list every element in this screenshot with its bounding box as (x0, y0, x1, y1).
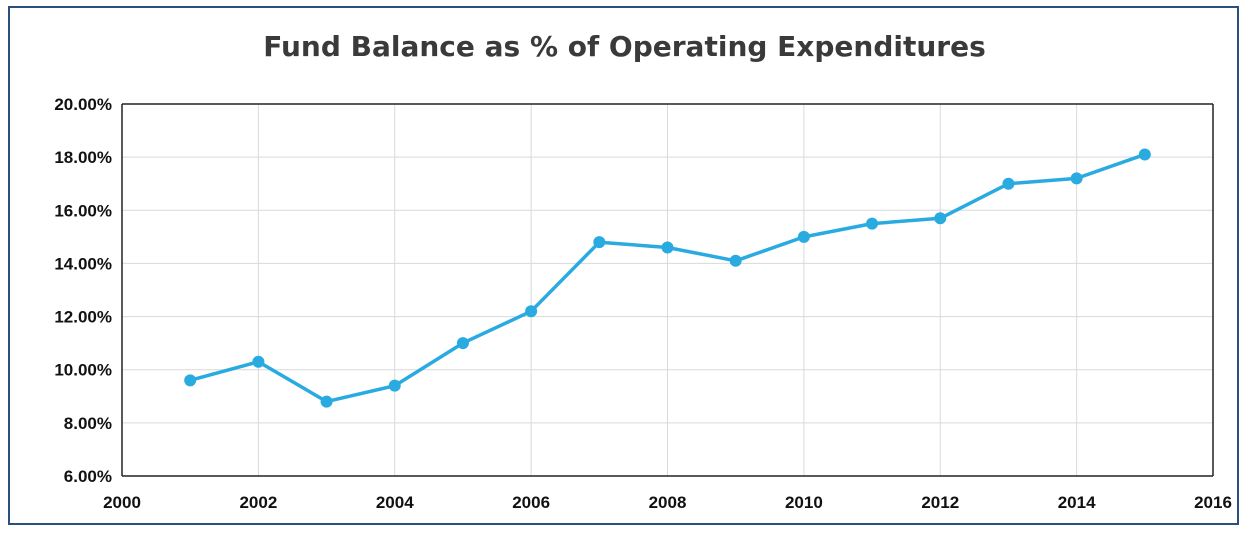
x-tick-label: 2010 (785, 493, 823, 512)
data-point (525, 305, 538, 318)
chart-frame (8, 6, 1239, 525)
data-point (729, 254, 742, 267)
x-gridlines (257, 104, 1214, 476)
x-tick-labels: 2000 2002 2004 2006 2008 2010 2012 2014 2016 (103, 493, 1232, 512)
y-tick-label: 10.00% (54, 361, 112, 380)
data-point (593, 236, 606, 249)
data-point (797, 230, 810, 243)
x-tick-label: 2016 (1194, 493, 1232, 512)
chart-title: Fund Balance as % of Operating Expenditu… (263, 30, 986, 63)
data-point (388, 379, 401, 392)
y-tick-label: 14.00% (54, 254, 112, 273)
data-point (252, 355, 265, 368)
y-tick-label: 12.00% (54, 308, 112, 327)
x-tick-label: 2014 (1058, 493, 1096, 512)
x-tick-label: 2000 (103, 493, 141, 512)
x-tick-label: 2002 (239, 493, 277, 512)
data-point (1070, 172, 1083, 185)
x-tick-label: 2012 (921, 493, 959, 512)
y-tick-labels: 6.00% 8.00% 10.00% 12.00% 14.00% 16.00% 18.00%… (54, 95, 112, 486)
data-series (184, 148, 1151, 408)
axes (121, 103, 1214, 477)
data-point (866, 217, 879, 230)
data-point (184, 374, 197, 387)
x-tick-label: 2006 (512, 493, 550, 512)
data-point (934, 212, 947, 225)
y-tick-label: 16.00% (54, 201, 112, 220)
data-point (1138, 148, 1151, 161)
x-tick-label: 2004 (376, 493, 414, 512)
x-tick-label: 2008 (649, 493, 687, 512)
data-point (1002, 177, 1015, 190)
data-point (456, 337, 469, 350)
data-point (661, 241, 674, 254)
data-point (320, 395, 333, 408)
y-tick-label: 18.00% (54, 148, 112, 167)
y-tick-label: 20.00% (54, 95, 112, 114)
y-tick-label: 6.00% (64, 467, 112, 486)
y-tick-label: 8.00% (64, 414, 112, 433)
